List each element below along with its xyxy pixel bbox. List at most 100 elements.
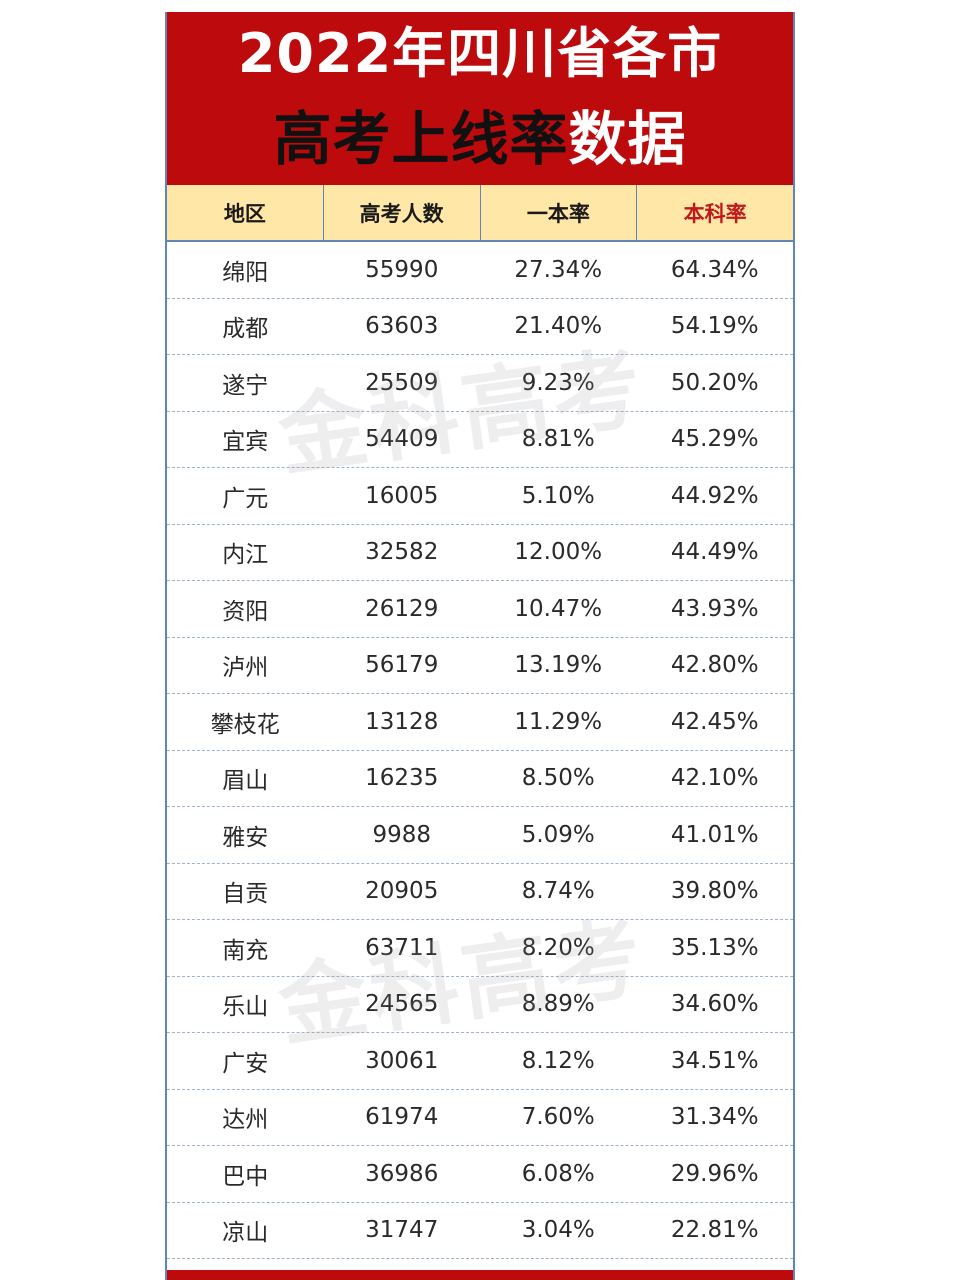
cell-tier1-rate: 12.00% — [514, 539, 603, 566]
cell-undergrad-rate: 44.49% — [670, 539, 759, 566]
cell-region: 眉山 — [222, 768, 269, 795]
cell-exam-count: 25509 — [365, 369, 439, 396]
column-header-exam-count: 高考人数 — [324, 185, 481, 240]
table-row: 宜宾 54409 8.81% 45.29% — [167, 412, 793, 468]
cell-region: 凉山 — [222, 1220, 269, 1247]
cell-exam-count: 31747 — [365, 1217, 439, 1244]
cell-region: 达州 — [222, 1107, 269, 1134]
cell-tier1-rate: 8.50% — [521, 765, 595, 792]
cell-undergrad-rate: 43.93% — [670, 595, 759, 622]
table-body: 绵阳 55990 27.34% 64.34% 成都 63603 21.40% 54.19% 遂宁… — [167, 242, 793, 1259]
cell-undergrad-rate: 31.34% — [670, 1104, 759, 1131]
cell-undergrad-rate: 45.29% — [670, 426, 759, 453]
table-row: 绵阳 55990 27.34% 64.34% — [167, 242, 793, 299]
table-row: 巴中 36986 6.08% 29.96% — [167, 1146, 793, 1203]
cell-region: 泸州 — [222, 655, 269, 682]
cell-undergrad-rate: 34.51% — [670, 1047, 759, 1074]
cell-undergrad-rate: 35.13% — [670, 934, 759, 961]
cell-tier1-rate: 6.08% — [521, 1160, 595, 1187]
column-header-region: 地区 — [167, 185, 324, 240]
cell-tier1-rate: 8.81% — [521, 426, 595, 453]
cell-region: 成都 — [222, 316, 269, 343]
page-title-line1: 2022年四川省各市 — [237, 22, 723, 85]
cell-undergrad-rate: 44.92% — [670, 482, 759, 509]
cell-region: 南充 — [222, 937, 269, 964]
data-sheet: 2022年四川省各市 高考上线率数据 地区 高考人数 一本率 本科率 绵阳 559… — [165, 12, 795, 1280]
cell-tier1-rate: 3.04% — [521, 1217, 595, 1244]
table-row: 遂宁 25509 9.23% 50.20% — [167, 355, 793, 412]
cell-region: 绵阳 — [222, 259, 269, 286]
cell-undergrad-rate: 39.80% — [670, 878, 759, 905]
cell-undergrad-rate: 41.01% — [670, 821, 759, 848]
cell-region: 广安 — [222, 1050, 269, 1077]
cell-tier1-rate: 8.20% — [521, 934, 595, 961]
column-header-undergrad-rate: 本科率 — [683, 201, 747, 226]
footer-bar — [167, 1270, 793, 1280]
cell-region: 乐山 — [222, 994, 269, 1021]
cell-region: 广元 — [222, 485, 269, 512]
cell-region: 遂宁 — [222, 372, 269, 399]
cell-exam-count: 20905 — [365, 878, 439, 905]
cell-tier1-rate: 11.29% — [514, 708, 603, 735]
table-row: 南充 63711 8.20% 35.13% — [167, 920, 793, 977]
cell-exam-count: 32582 — [365, 539, 439, 566]
cell-tier1-rate: 8.12% — [521, 1047, 595, 1074]
cell-tier1-rate: 10.47% — [514, 595, 603, 622]
cell-tier1-rate: 7.60% — [521, 1104, 595, 1131]
table-row: 广安 30061 8.12% 34.51% — [167, 1033, 793, 1090]
cell-tier1-rate: 5.09% — [521, 821, 595, 848]
title-banner: 2022年四川省各市 高考上线率数据 — [167, 12, 793, 185]
column-header-tier1-rate: 一本率 — [481, 185, 638, 240]
cell-undergrad-rate: 29.96% — [670, 1160, 759, 1187]
cell-exam-count: 26129 — [365, 595, 439, 622]
cell-undergrad-rate: 50.20% — [670, 369, 759, 396]
table-row: 凉山 31747 3.04% 22.81% — [167, 1203, 793, 1259]
table-row: 广元 16005 5.10% 44.92% — [167, 468, 793, 525]
cell-exam-count: 36986 — [365, 1160, 439, 1187]
pass-rate-table: 地区 高考人数 一本率 本科率 绵阳 55990 27.34% 64.34% 成都 636… — [167, 185, 793, 1259]
table-header-row: 地区 高考人数 一本率 本科率 — [167, 185, 793, 242]
cell-undergrad-rate: 34.60% — [670, 991, 759, 1018]
cell-region: 资阳 — [222, 598, 269, 625]
cell-exam-count: 56179 — [365, 652, 439, 679]
cell-tier1-rate: 5.10% — [521, 482, 595, 509]
cell-tier1-rate: 21.40% — [514, 313, 603, 340]
table-row: 乐山 24565 8.89% 34.60% — [167, 977, 793, 1033]
page-title-line2: 高考上线率数据 — [167, 104, 793, 174]
table-row: 自贡 20905 8.74% 39.80% — [167, 864, 793, 920]
cell-region: 巴中 — [222, 1163, 269, 1190]
cell-exam-count: 16235 — [365, 765, 439, 792]
table-row: 成都 63603 21.40% 54.19% — [167, 299, 793, 355]
table-row: 内江 32582 12.00% 44.49% — [167, 525, 793, 581]
cell-exam-count: 9988 — [372, 821, 432, 848]
cell-exam-count: 30061 — [365, 1047, 439, 1074]
cell-exam-count: 61974 — [365, 1104, 439, 1131]
page-title-line2-main: 高考上线率 — [273, 105, 569, 173]
cell-region: 攀枝花 — [210, 711, 280, 738]
cell-tier1-rate: 8.74% — [521, 878, 595, 905]
cell-undergrad-rate: 54.19% — [670, 313, 759, 340]
cell-tier1-rate: 9.23% — [521, 369, 595, 396]
cell-region: 内江 — [222, 542, 269, 569]
cell-region: 雅安 — [222, 824, 269, 851]
cell-undergrad-rate: 64.34% — [670, 256, 759, 283]
cell-exam-count: 54409 — [365, 426, 439, 453]
cell-exam-count: 24565 — [365, 991, 439, 1018]
cell-tier1-rate: 27.34% — [514, 256, 603, 283]
table-row: 泸州 56179 13.19% 42.80% — [167, 638, 793, 694]
cell-exam-count: 63603 — [365, 313, 439, 340]
cell-region: 自贡 — [222, 881, 269, 908]
cell-undergrad-rate: 42.10% — [670, 765, 759, 792]
cell-exam-count: 13128 — [365, 708, 439, 735]
cell-undergrad-rate: 22.81% — [670, 1217, 759, 1244]
cell-exam-count: 63711 — [365, 934, 439, 961]
page-title-line2-highlight: 数据 — [568, 105, 687, 173]
cell-tier1-rate: 8.89% — [521, 991, 595, 1018]
cell-region: 宜宾 — [222, 429, 269, 456]
table-row: 攀枝花 13128 11.29% 42.45% — [167, 694, 793, 751]
cell-exam-count: 16005 — [365, 482, 439, 509]
cell-undergrad-rate: 42.80% — [670, 652, 759, 679]
cell-exam-count: 55990 — [365, 256, 439, 283]
table-row: 达州 61974 7.60% 31.34% — [167, 1090, 793, 1146]
table-row: 资阳 26129 10.47% 43.93% — [167, 581, 793, 638]
